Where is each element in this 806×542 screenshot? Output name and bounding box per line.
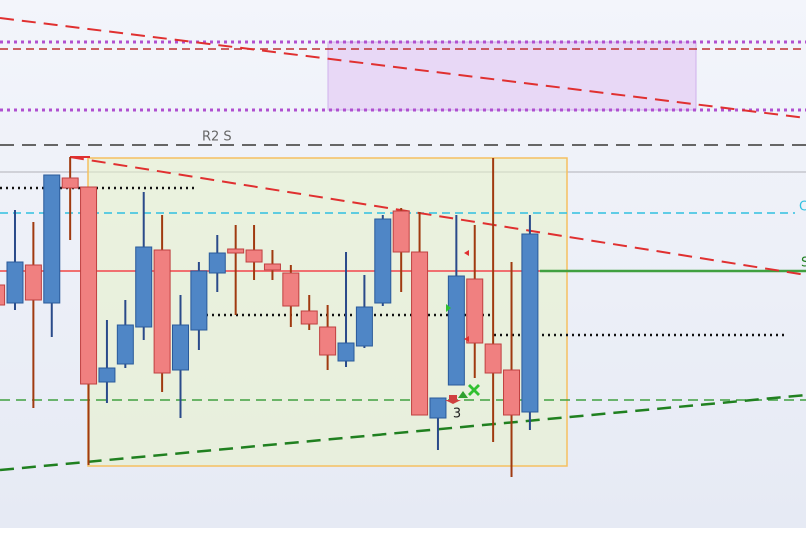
candle-body: [263, 263, 281, 271]
signal-flag: [464, 336, 469, 342]
candle-body: [80, 186, 98, 385]
candle-body: [153, 249, 171, 374]
zone-rectangle: [327, 41, 697, 111]
candle-body: [98, 367, 116, 383]
candle-body: [319, 326, 337, 356]
candle-body: [190, 270, 208, 331]
candle-body: [43, 174, 61, 304]
candle-body: [337, 342, 355, 362]
signal-arrow: [445, 395, 461, 404]
trend-line: [0, 393, 806, 472]
level-label: R2 S: [202, 130, 232, 145]
candle-body: [503, 369, 521, 416]
candle-body: [447, 275, 465, 386]
candle-body: [227, 248, 245, 254]
candles: [0, 157, 539, 477]
candle-body: [61, 177, 79, 189]
level-label: S: [801, 256, 806, 271]
candle-body: [245, 249, 263, 263]
level-label: C: [799, 200, 806, 215]
candle-body: [6, 261, 24, 304]
candle-body: [429, 397, 447, 419]
candle-body: [135, 246, 153, 328]
candle-body: [466, 278, 484, 344]
candle-body: [484, 343, 502, 374]
candle-body: [116, 324, 134, 365]
trend-line: [69, 156, 806, 276]
signal-flag: [464, 250, 469, 256]
signal-count: 3: [453, 407, 461, 422]
signal-arrow: [458, 391, 468, 398]
trend-line: [0, 17, 806, 119]
candle-body: [208, 252, 226, 274]
candle-body: [282, 272, 300, 307]
candle-body: [355, 306, 373, 347]
candle-body: [374, 218, 392, 304]
candle-body: [521, 233, 539, 413]
candle-body: [24, 264, 42, 301]
candle-body: [392, 210, 410, 253]
candle-body: [300, 310, 318, 325]
candle-body: [172, 324, 189, 371]
candle-body: [411, 251, 429, 416]
signal-flag: [446, 304, 451, 312]
candle-body: [0, 284, 6, 306]
signal-cross: [468, 384, 480, 396]
